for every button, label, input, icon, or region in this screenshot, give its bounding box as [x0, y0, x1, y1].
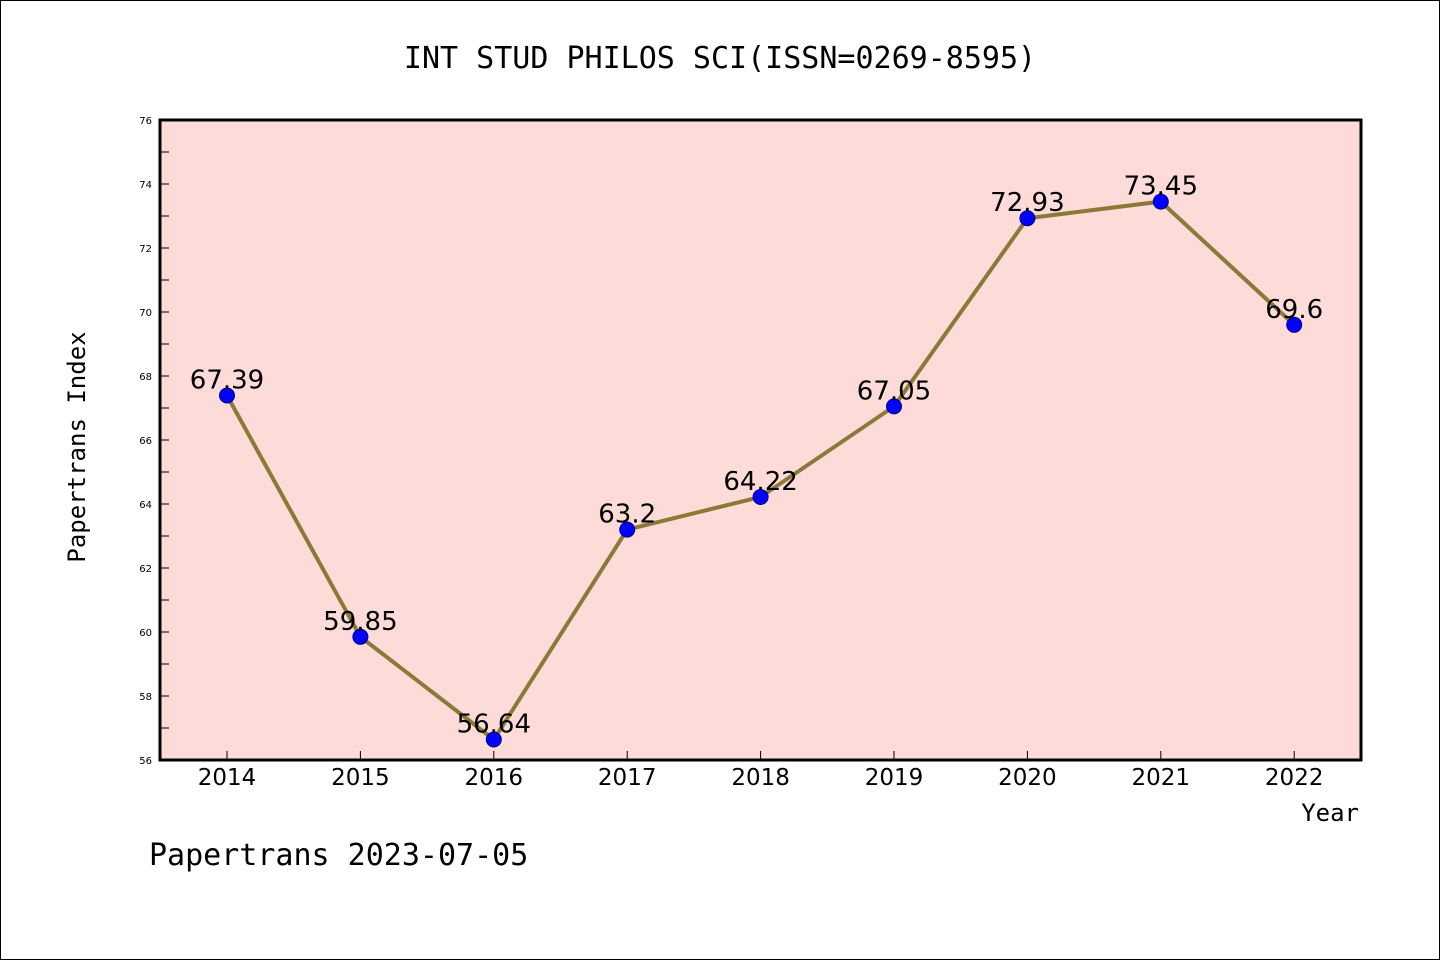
y-tick-label: 74	[139, 180, 152, 191]
x-axis-label: Year	[1301, 799, 1359, 827]
series-markers	[219, 193, 1303, 748]
data-point	[886, 398, 902, 415]
x-tick-label: 2016	[465, 765, 524, 791]
data-point	[1019, 210, 1036, 227]
y-tick-label: 56	[139, 756, 152, 767]
y-tick-label: 68	[139, 372, 152, 383]
data-label: 63.2	[598, 500, 656, 530]
y-tick-label: 58	[139, 692, 152, 703]
data-point	[1152, 193, 1169, 210]
x-tick-label: 2015	[331, 765, 390, 791]
y-axis: 56 58 60 62 64 66 68 70 72 74 76	[139, 116, 169, 767]
footer-date: Papertrans 2023-07-05	[149, 838, 528, 873]
data-label: 67.05	[857, 376, 931, 406]
y-tick-label: 62	[139, 564, 152, 575]
data-labels: 67.39 59.85 56.64 63.2 64.22 67.05 72.93 73.45 6…	[190, 172, 1323, 740]
data-point	[619, 521, 636, 538]
x-tick-label: 2014	[198, 765, 257, 791]
data-point	[752, 488, 769, 505]
data-point	[1286, 316, 1303, 333]
y-axis-label: Papertrans Index	[63, 331, 91, 562]
x-tick-label: 2020	[998, 765, 1057, 791]
data-label: 56.64	[457, 710, 531, 740]
plot-area	[160, 120, 1361, 760]
x-tick-label: 2018	[731, 765, 790, 791]
x-tick-label: 2021	[1132, 765, 1191, 791]
data-point	[219, 387, 235, 404]
data-label: 69.6	[1265, 295, 1323, 325]
x-tick-label: 2022	[1265, 765, 1324, 791]
x-tick-label: 2019	[865, 765, 924, 791]
y-tick-label: 66	[139, 436, 152, 447]
y-tick-label: 64	[139, 500, 152, 511]
data-label: 64.22	[723, 467, 797, 497]
data-label: 72.93	[990, 188, 1064, 218]
x-tick-label: 2017	[598, 765, 657, 791]
chart-title: INT STUD PHILOS SCI(ISSN=0269-8595)	[404, 41, 1036, 76]
y-tick-label: 72	[139, 244, 152, 255]
plot-border	[158, 118, 1363, 762]
data-label: 67.39	[190, 366, 264, 396]
data-label: 73.45	[1124, 172, 1198, 202]
data-point	[485, 731, 502, 748]
data-label: 59.85	[323, 607, 397, 637]
data-point	[352, 628, 369, 645]
y-tick-label: 76	[139, 116, 152, 127]
y-tick-label: 60	[139, 628, 152, 639]
x-axis: 2014 2015 2016 2017 2018 2019 2020 2021 2022	[198, 751, 1324, 791]
y-tick-label: 70	[139, 308, 152, 319]
